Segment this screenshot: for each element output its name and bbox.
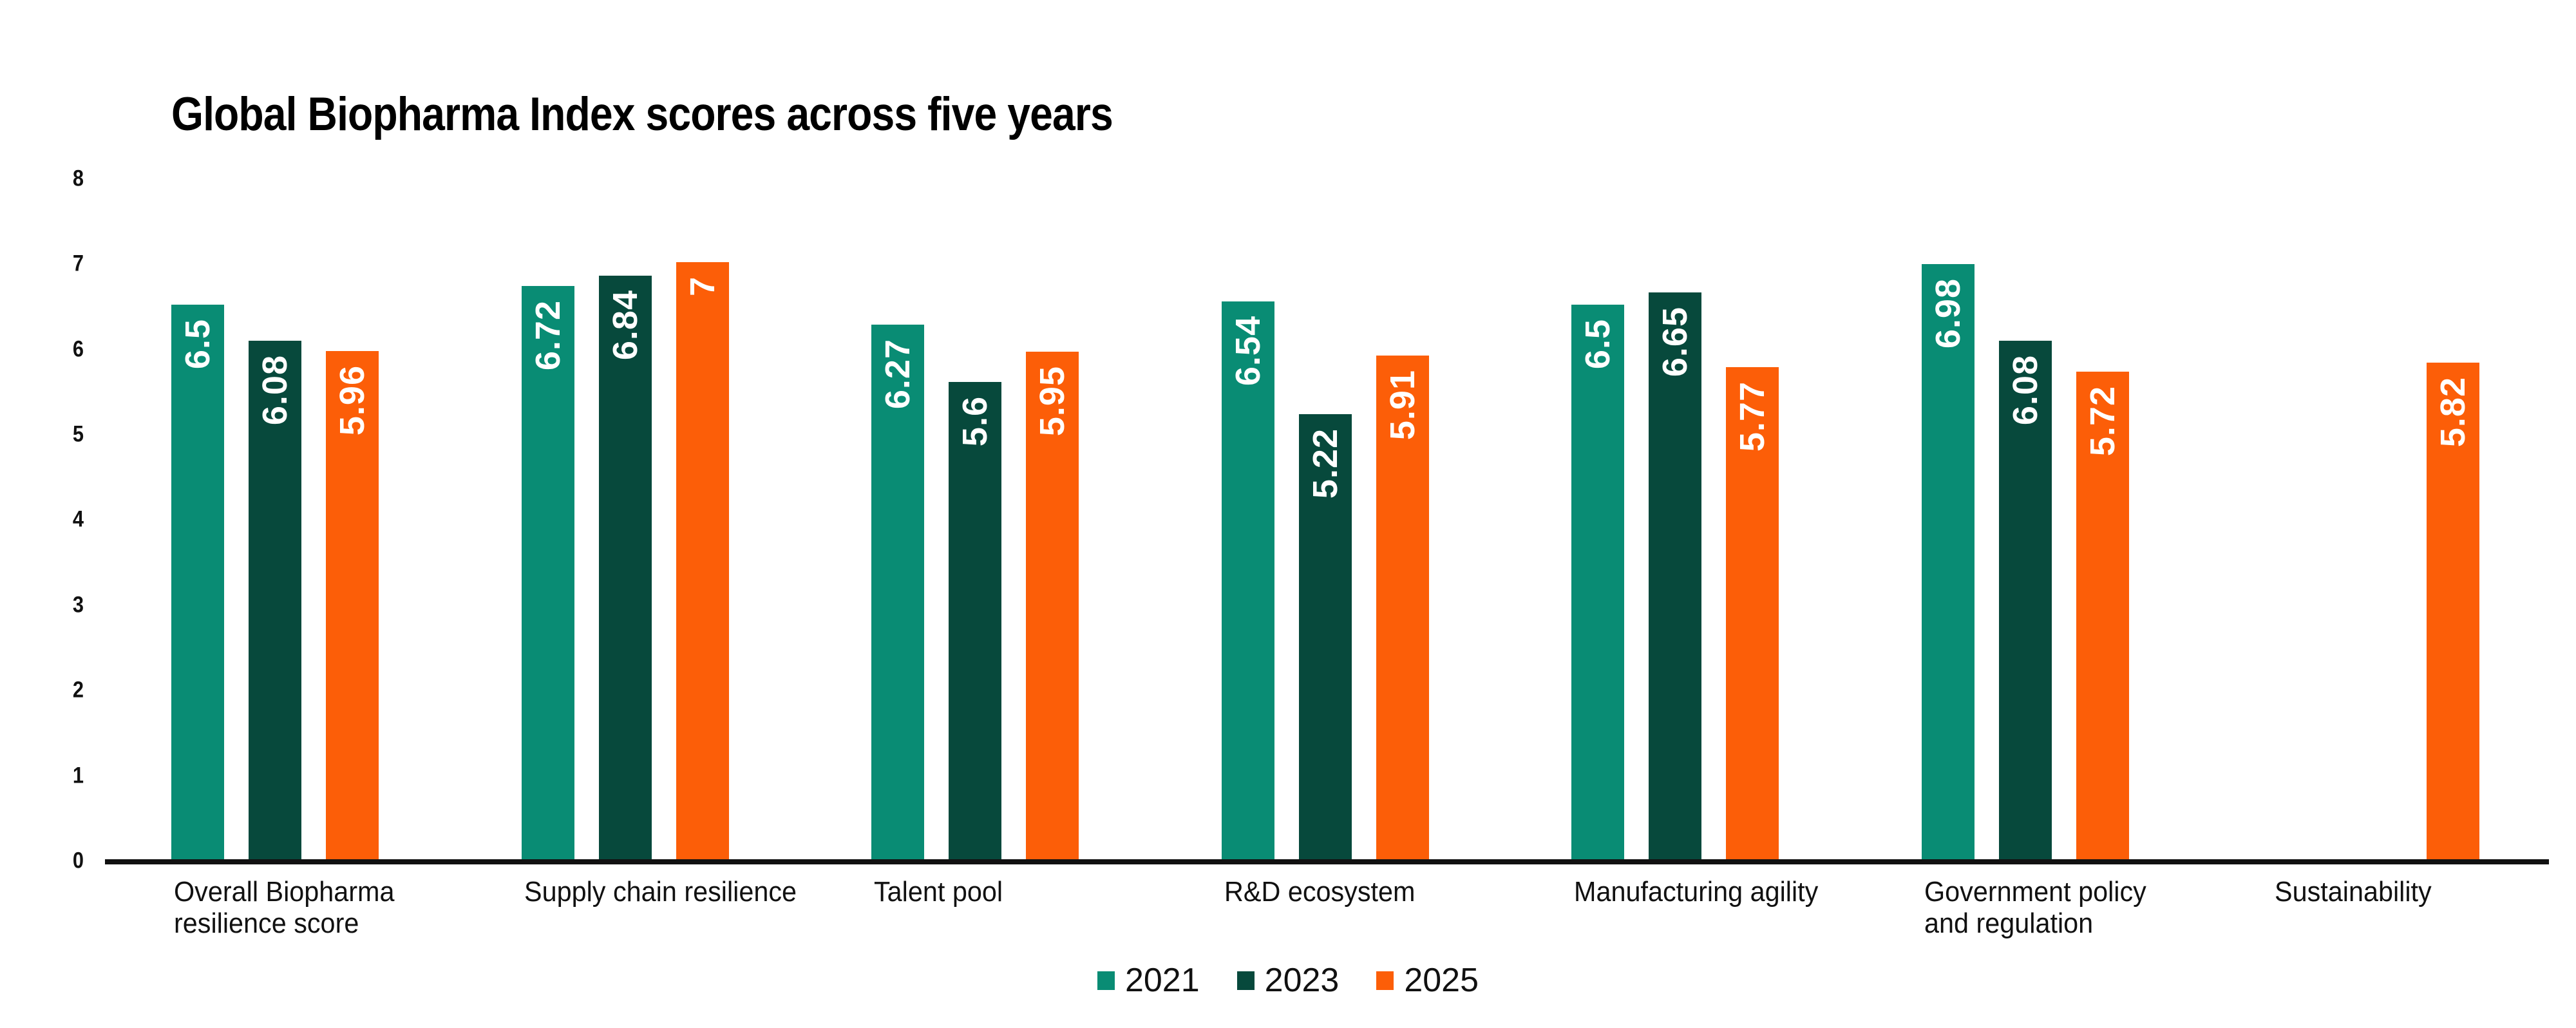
bar-2023: [1299, 414, 1352, 859]
bar-2023: [949, 382, 1001, 859]
chart-title: Global Biopharma Index scores across fiv…: [171, 88, 1113, 140]
y-axis-tick-label: 7: [72, 251, 84, 276]
legend-item-2025: 2025: [1376, 961, 1479, 1000]
y-axis-tick-label: 5: [72, 421, 84, 447]
y-axis-tick-label: 0: [72, 848, 84, 873]
legend-label: 2025: [1404, 962, 1479, 999]
bar-value-label: 5.96: [333, 365, 372, 436]
y-axis-tick-label: 1: [72, 762, 84, 788]
category-label: Government policy and regulation: [1924, 876, 2146, 940]
bar-value-label: 5.91: [1383, 370, 1422, 441]
category-label: Overall Biopharma resilience score: [174, 876, 395, 940]
legend-item-2021: 2021: [1097, 961, 1200, 1000]
bar-2023: [249, 341, 301, 859]
legend-swatch-2025: [1376, 971, 1394, 990]
legend: 2021 2023 2025: [0, 961, 2576, 1000]
bar-value-label: 5.77: [1733, 381, 1772, 452]
bar-2025: [676, 262, 729, 859]
category-label: Talent pool: [874, 876, 1003, 908]
bar-2025: [1026, 352, 1079, 859]
bar-value-label: 6.27: [878, 339, 917, 410]
bar-2025: [2076, 372, 2129, 859]
bar-value-label: 5.95: [1033, 366, 1072, 437]
x-axis-line: [105, 859, 2549, 864]
bar-2021: [1222, 301, 1274, 859]
bar-2021: [1922, 264, 1975, 859]
bar-value-label: 6.5: [178, 319, 217, 370]
bar-value-label: 5.22: [1306, 428, 1345, 499]
bar-2023: [1999, 341, 2052, 859]
bar-value-label: 6.08: [2006, 355, 2045, 426]
bar-2025: [2427, 363, 2479, 859]
bar-value-label: 5.6: [956, 396, 994, 447]
bar-value-label: 6.98: [1929, 278, 1967, 349]
y-axis-tick-label: 3: [72, 592, 84, 618]
y-axis-tick-label: 4: [72, 506, 84, 532]
bar-value-label: 6.08: [256, 355, 294, 426]
bar-2021: [871, 325, 924, 859]
bar-value-label: 6.5: [1578, 319, 1617, 370]
category-label: Sustainability: [2275, 876, 2432, 908]
bar-2021: [171, 305, 224, 859]
category-label: R&D ecosystem: [1224, 876, 1416, 908]
category-label: Manufacturing agility: [1574, 876, 1819, 908]
bar-2023: [599, 276, 652, 859]
bar-2023: [1649, 292, 1701, 859]
legend-label: 2021: [1124, 962, 1200, 999]
bar-2025: [1726, 367, 1779, 859]
bar-2025: [326, 351, 379, 859]
legend-swatch-2021: [1097, 971, 1115, 990]
bar-value-label: 5.72: [2083, 386, 2122, 457]
bar-2021: [522, 286, 574, 859]
bar-value-label: 6.84: [606, 290, 645, 361]
bar-2025: [1376, 356, 1429, 859]
bar-value-label: 6.72: [529, 300, 567, 371]
y-axis-tick-label: 8: [72, 166, 84, 191]
legend-label: 2023: [1264, 962, 1340, 999]
bar-value-label: 6.65: [1656, 307, 1694, 377]
bar-2021: [1571, 305, 1624, 859]
bar-value-label: 7: [683, 276, 722, 297]
legend-swatch-2023: [1236, 971, 1255, 990]
y-axis-tick-label: 6: [72, 336, 84, 361]
category-label: Supply chain resilience: [524, 876, 797, 908]
legend-item-2023: 2023: [1236, 961, 1340, 1000]
bar-value-label: 6.54: [1229, 316, 1267, 386]
bar-value-label: 5.82: [2434, 377, 2472, 448]
y-axis-tick-label: 2: [72, 677, 84, 703]
